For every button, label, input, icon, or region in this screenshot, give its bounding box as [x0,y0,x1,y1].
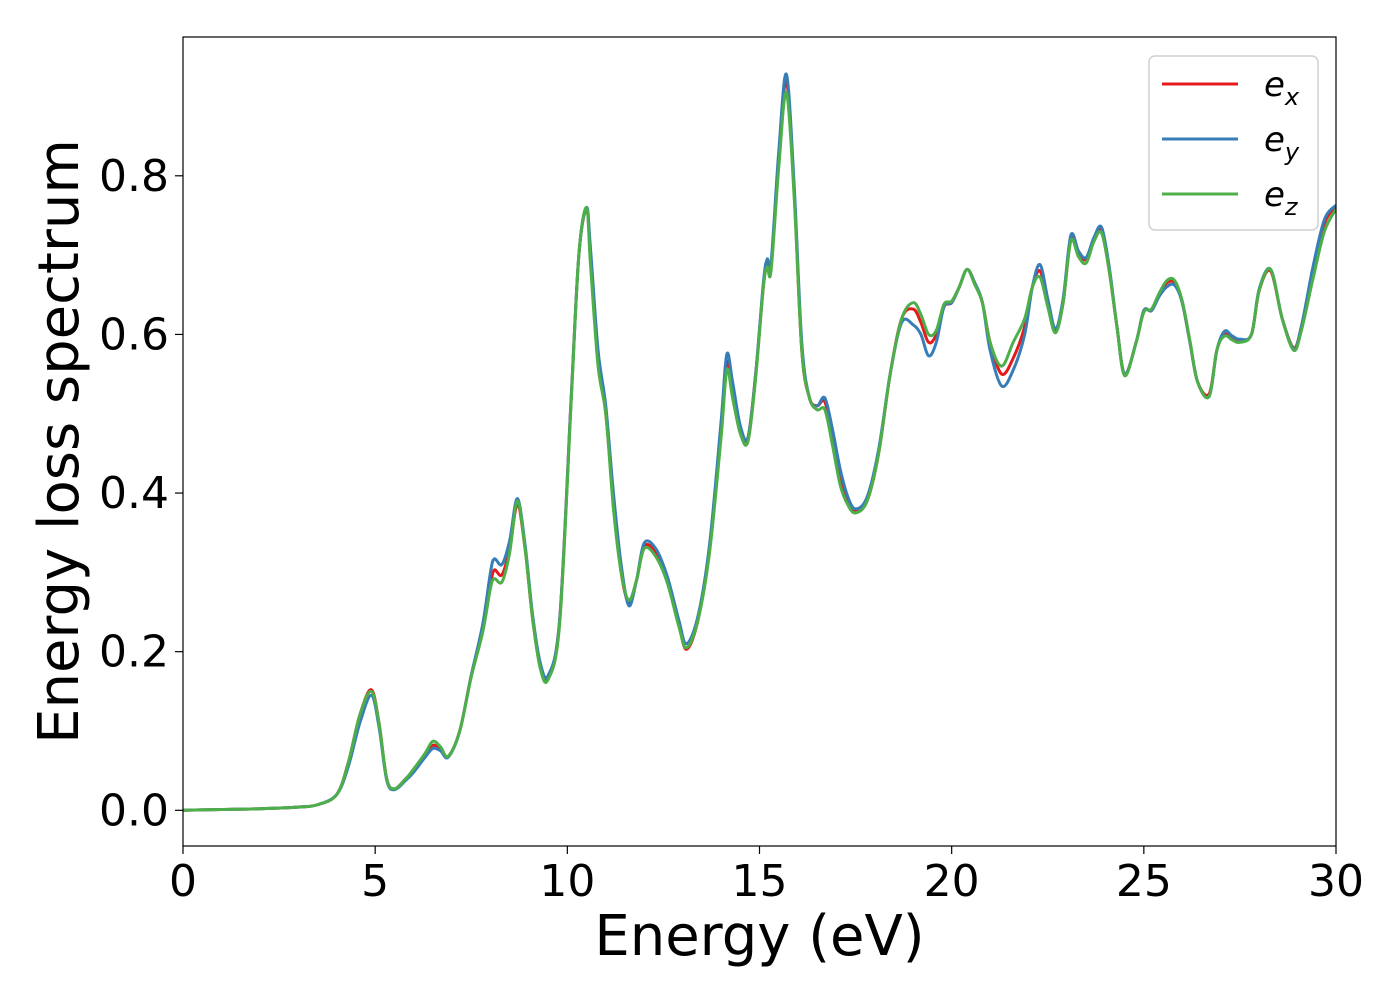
y-tick-label: 0.8 [99,151,169,202]
y-tick-label: 0.4 [99,468,169,519]
series-layer [183,72,1336,812]
legend-label-z: ez [1264,175,1299,221]
axes-layer: 0 5 10 15 20 25 30 0.0 0.2 0.4 0.6 0.8 [99,36,1364,907]
legend-label-base: e [1264,65,1285,105]
legend-label-x: ex [1264,65,1300,111]
x-tick-label: 5 [361,856,389,907]
y-axis-title: Energy loss spectrum [27,139,92,744]
legend-box [1148,55,1319,231]
x-tick-label: 15 [732,856,788,907]
x-tick-label: 25 [1116,856,1172,907]
x-axis-title: Energy (eV) [594,904,924,969]
x-tick-label: 0 [169,856,197,907]
legend-label-y: ey [1264,120,1300,166]
legend-label-base: e [1264,175,1285,215]
legend-label-subscript: z [1284,193,1299,221]
x-tick-label: 20 [924,856,980,907]
legend-label-subscript: x [1284,83,1300,111]
y-tick-label: 0.6 [99,309,169,360]
x-tick-label: 10 [539,856,595,907]
y-tick-label: 0.2 [99,627,169,678]
x-tick-label: 30 [1308,856,1364,907]
y-tick-label: 0.0 [99,785,169,836]
legend-label-subscript: y [1284,138,1300,166]
series-line-z [183,91,1336,812]
legend-label-base: e [1264,120,1285,160]
